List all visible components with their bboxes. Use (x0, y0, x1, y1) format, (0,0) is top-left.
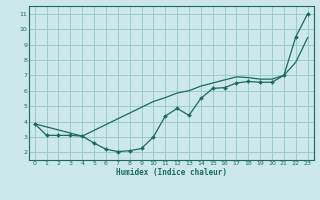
X-axis label: Humidex (Indice chaleur): Humidex (Indice chaleur) (116, 168, 227, 177)
